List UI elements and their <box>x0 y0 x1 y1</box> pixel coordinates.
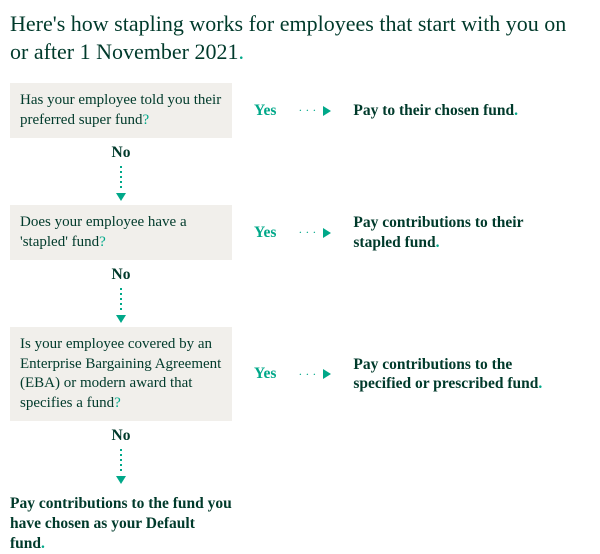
flow-step-3: Is your employee covered by an Enterpris… <box>10 327 590 421</box>
arrow-down-icon <box>116 166 126 201</box>
arrow-down-icon <box>116 449 126 484</box>
arrow-head <box>323 106 331 116</box>
no-branch-2: No <box>10 260 232 327</box>
yes-outcome: Pay contributions to their stapled fund. <box>353 213 543 252</box>
question-text: Has your employee told you their preferr… <box>20 92 221 128</box>
title-text: Here's how stapling works for employees … <box>10 11 566 64</box>
flow-step-2: Does your employee have a 'stapled' fund… <box>10 205 590 260</box>
no-branch-3: No <box>10 421 232 488</box>
arrow-dots: ··· <box>298 225 319 240</box>
yes-label: Yes <box>254 102 276 120</box>
no-label: No <box>112 427 131 445</box>
yes-label: Yes <box>254 224 276 242</box>
yes-outcome: Pay to their chosen fund. <box>353 101 518 120</box>
outcome-text: Pay to their chosen fund <box>353 102 514 119</box>
yes-outcome: Pay contributions to the specified or pr… <box>353 355 543 394</box>
question-mark: ? <box>142 112 149 128</box>
question-box: Does your employee have a 'stapled' fund… <box>10 205 232 260</box>
arrow-right-icon: ··· <box>298 225 331 240</box>
arrow-dots: ··· <box>298 367 319 382</box>
yes-label: Yes <box>254 365 276 383</box>
question-mark: ? <box>99 234 106 250</box>
question-box: Is your employee covered by an Enterpris… <box>10 327 232 421</box>
arrow-head <box>323 369 331 379</box>
page-title: Here's how stapling works for employees … <box>10 10 570 65</box>
arrow-dots: ··· <box>298 103 319 118</box>
arrow-down-icon <box>116 288 126 323</box>
no-label: No <box>112 144 131 162</box>
question-box: Has your employee told you their preferr… <box>10 83 232 138</box>
arrow-right-icon: ··· <box>298 103 331 118</box>
final-outcome: Pay contributions to the fund you have c… <box>10 488 232 554</box>
no-branch-1: No <box>10 138 232 205</box>
arrow-right-icon: ··· <box>298 367 331 382</box>
no-label: No <box>112 266 131 284</box>
outcome-period: . <box>436 234 440 251</box>
question-mark: ? <box>114 395 121 411</box>
outcome-period: . <box>538 375 542 392</box>
arrow-head <box>323 228 331 238</box>
flow-step-1: Has your employee told you their preferr… <box>10 83 590 138</box>
outcome-text: Pay contributions to the specified or pr… <box>353 356 538 392</box>
title-period: . <box>238 39 244 64</box>
outcome-period: . <box>514 102 518 119</box>
